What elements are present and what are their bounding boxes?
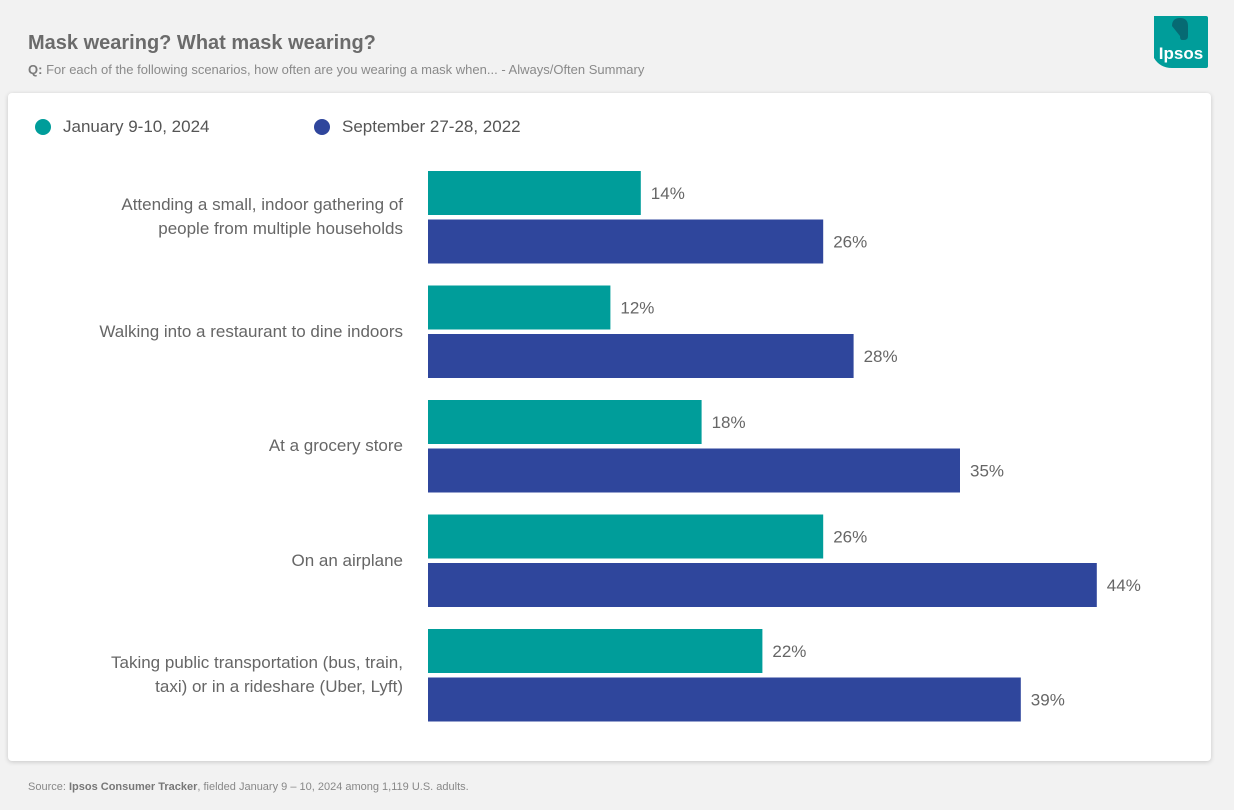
category-label-line: Attending a small, indoor gathering of <box>121 195 403 214</box>
ipsos-logo: Ipsos <box>1150 14 1210 70</box>
data-label-sep-2022-category-2: 35% <box>970 462 1004 481</box>
category-label: At a grocery store <box>23 434 403 458</box>
category-label: On an airplane <box>23 549 403 573</box>
source-footer: Source: Ipsos Consumer Tracker, fielded … <box>28 781 469 793</box>
legend-swatch-sep-2022 <box>314 119 330 135</box>
bar-jan-2024-category-0 <box>428 171 641 215</box>
bar-sep-2022-category-0 <box>428 219 824 264</box>
logo-shape <box>1154 16 1208 68</box>
subtitle-prefix: Q: <box>28 62 43 77</box>
data-label-jan-2024-category-2: 18% <box>712 413 746 432</box>
footer-source: Ipsos Consumer Tracker <box>68 781 198 793</box>
logo-text: Ipsos <box>1159 44 1203 63</box>
data-label-sep-2022-category-1: 28% <box>864 347 898 366</box>
bar-jan-2024-category-2 <box>428 400 702 444</box>
data-label-sep-2022-category-4: 39% <box>1031 691 1065 710</box>
legend-item-sep-2022: September 27-28, 2022 <box>314 117 521 137</box>
category-label-line: taxi) or in a rideshare (Uber, Lyft) <box>155 677 403 696</box>
bar-jan-2024-category-1 <box>428 285 611 330</box>
bar-jan-2024-category-4 <box>428 629 763 673</box>
chart-subtitle: Q: For each of the following scenarios, … <box>28 62 644 77</box>
category-label-line: At a grocery store <box>268 436 403 455</box>
data-label-jan-2024-category-0: 14% <box>651 184 685 203</box>
category-label: Taking public transportation (bus, train… <box>23 651 403 699</box>
legend-label-sep-2022: September 27-28, 2022 <box>342 117 521 136</box>
legend-item-jan-2024: January 9-10, 2024 <box>35 117 210 137</box>
legend-label-jan-2024: January 9-10, 2024 <box>63 117 210 136</box>
data-label-sep-2022-category-0: 26% <box>833 233 867 252</box>
data-label-sep-2022-category-3: 44% <box>1107 576 1141 595</box>
category-label-line: On an airplane <box>291 550 403 570</box>
bar-sep-2022-category-3 <box>428 563 1097 607</box>
bar-sep-2022-category-4 <box>428 677 1021 722</box>
category-label-line: Walking into a restaurant to dine indoor… <box>99 321 403 341</box>
category-label-line: people from multiple households <box>158 219 403 238</box>
chart-title: Mask wearing? What mask wearing? <box>28 32 376 54</box>
data-label-jan-2024-category-1: 12% <box>620 299 654 318</box>
category-label-line: Taking public transportation (bus, train… <box>111 653 403 672</box>
subtitle-text: For each of the following scenarios, how… <box>46 62 645 77</box>
bar-sep-2022-category-2 <box>428 448 960 493</box>
bar-jan-2024-category-3 <box>428 514 824 559</box>
category-label: Attending a small, indoor gathering of pe… <box>23 193 403 241</box>
data-label-jan-2024-category-4: 22% <box>772 642 806 661</box>
legend-swatch-jan-2024 <box>35 119 51 135</box>
data-label-jan-2024-category-3: 26% <box>833 528 867 547</box>
category-label: Walking into a restaurant to dine indoor… <box>23 320 403 344</box>
footer-text: , fielded January 9 – 10, 2024 among 1,1… <box>197 781 469 793</box>
bar-sep-2022-category-1 <box>428 334 854 378</box>
footer-prefix: Source: <box>28 781 66 793</box>
